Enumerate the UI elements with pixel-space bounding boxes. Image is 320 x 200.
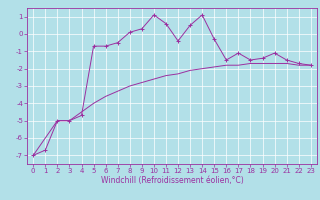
X-axis label: Windchill (Refroidissement éolien,°C): Windchill (Refroidissement éolien,°C) [100,176,244,185]
